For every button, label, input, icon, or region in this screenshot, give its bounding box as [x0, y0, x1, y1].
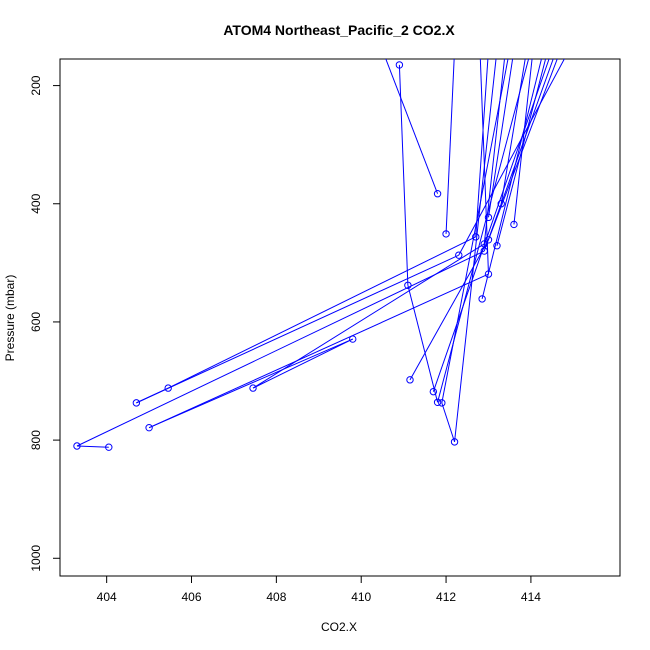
y-tick-label: 600 — [29, 312, 43, 332]
y-tick-label: 400 — [29, 193, 43, 213]
plot-frame — [59, 58, 621, 577]
series-segment — [252, 243, 485, 389]
series-segment — [252, 338, 353, 389]
data-point — [455, 251, 463, 259]
x-tick-label: 414 — [521, 590, 541, 604]
series-segment — [76, 250, 485, 447]
series-segment — [500, 59, 526, 204]
data-point — [442, 230, 450, 238]
series-segment — [445, 59, 455, 234]
series-segment — [441, 402, 456, 443]
x-tick-label: 404 — [97, 590, 117, 604]
series-segment — [437, 59, 530, 403]
y-tick-label: 1000 — [29, 545, 43, 572]
data-point — [484, 213, 493, 222]
series-segment — [488, 59, 558, 240]
data-point — [497, 200, 505, 208]
data-point — [395, 61, 404, 69]
x-tick-label: 410 — [351, 590, 371, 604]
data-point — [406, 376, 414, 384]
data-point — [484, 236, 493, 244]
data-point — [493, 242, 501, 250]
data-point — [349, 335, 357, 343]
data-point — [478, 295, 486, 303]
series-segment — [481, 59, 542, 300]
x-axis: 404 406 408 410 412 414 — [97, 576, 541, 604]
series-segment — [475, 59, 489, 237]
series-segment — [136, 254, 459, 404]
data-point — [132, 399, 141, 407]
series-segment — [148, 338, 353, 429]
series-segment — [148, 273, 489, 429]
series-segment — [398, 64, 409, 286]
y-axis: 200 400 600 800 1000 — [29, 75, 60, 572]
data-point — [438, 399, 446, 407]
data-point — [433, 398, 442, 406]
series-segment — [483, 59, 554, 252]
data-point — [249, 384, 257, 392]
series-points — [73, 61, 518, 451]
series-segment — [76, 445, 109, 448]
data-point — [450, 438, 459, 446]
data-point — [484, 270, 493, 278]
y-tick-label: 800 — [29, 430, 43, 450]
series-segment — [454, 59, 497, 442]
y-tick-label: 200 — [29, 75, 43, 95]
data-point — [404, 281, 412, 289]
chart-title: ATOM4 Northeast_Pacific_2 CO2.X — [223, 22, 455, 38]
x-axis-label: CO2.X — [321, 620, 357, 634]
series-segment — [409, 239, 489, 381]
x-tick-label: 408 — [266, 590, 286, 604]
series-segment — [487, 59, 514, 218]
series-segment — [385, 59, 439, 194]
series-lines — [76, 59, 565, 448]
x-tick-label: 406 — [181, 590, 201, 604]
data-point — [433, 190, 442, 198]
data-point — [480, 240, 488, 248]
data-point — [510, 220, 518, 229]
data-point — [105, 443, 113, 451]
data-point — [480, 247, 488, 255]
series-segment — [407, 285, 439, 403]
series-segment — [432, 59, 550, 392]
data-point — [472, 233, 480, 241]
y-axis-label: Pressure (mbar) — [3, 275, 17, 362]
data-point — [145, 423, 153, 432]
series-segment — [496, 59, 547, 246]
data-point — [164, 384, 172, 392]
data-point — [73, 442, 81, 450]
series-segment — [167, 236, 476, 389]
series-segment — [513, 59, 533, 225]
x-tick-label: 412 — [436, 590, 456, 604]
data-point — [429, 387, 438, 396]
